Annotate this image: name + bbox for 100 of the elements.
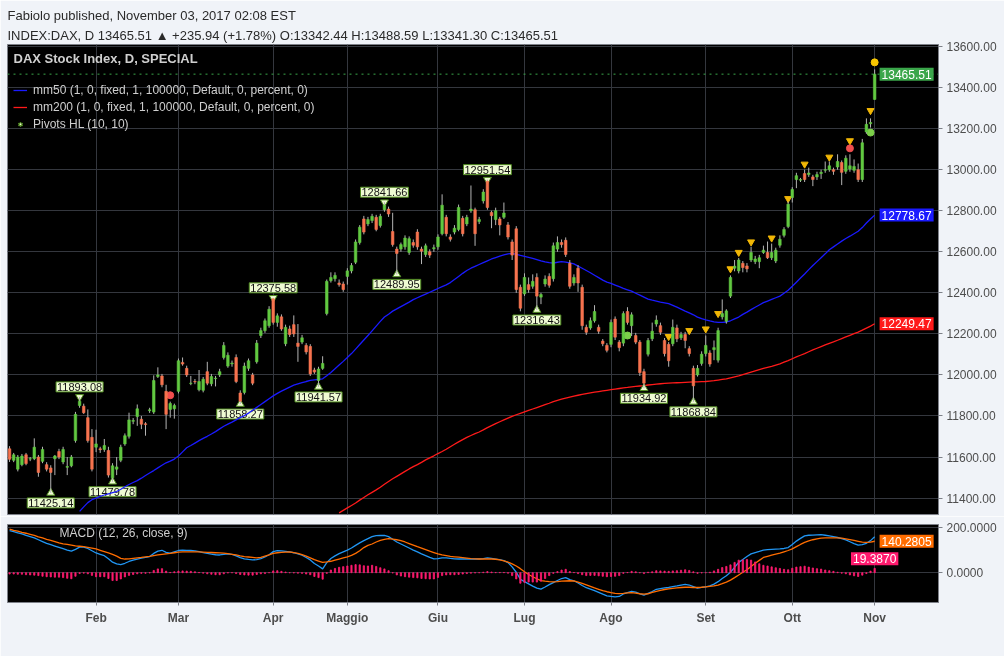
candlestick [819,169,823,180]
point [845,144,854,153]
candlestick [415,228,419,251]
candlestick [811,174,815,187]
x-tick-label: Ott [783,610,801,625]
legend-label: mm200 (1, 0, fixed, 1, 100000, Default, 0, percent, 0) [33,100,315,114]
point [800,161,809,169]
candlestick [630,311,634,337]
y-tick-label: 13200.00 [946,122,997,137]
candlestick [444,214,448,237]
x-tick-label: Lug [513,610,536,625]
point [866,128,875,137]
candlestick [135,403,139,427]
y-tick-label: 12000.00 [946,368,997,383]
candlestick [461,215,465,237]
data-label: 12841.66 [361,186,408,199]
y-tick-label: 0.0000 [946,566,984,581]
candlestick [213,375,218,387]
y-tick-label: 200.0000 [946,521,997,536]
candlestick [840,159,844,186]
candlestick [115,456,119,476]
text: Fabiolo published, November 03, 2017 02:08 EST [7,8,296,23]
candlestick [391,212,395,248]
data-label: 12951.54 [464,163,511,176]
data-label: 12316.43 [513,313,560,326]
data-label: 12489.95 [373,278,420,291]
legend-label: Pivots HL (10, 10) [33,117,129,131]
candlestick [852,158,856,174]
y-tick-label: 13600.00 [946,40,997,55]
candlestick [407,235,411,256]
data-label: 11934.92 [621,392,667,405]
y-tick-label: 11800.00 [946,409,996,424]
y-tick-label: 13000.00 [946,163,997,178]
y-tick-label: 11400.00 [946,491,996,506]
candlestick [662,337,667,357]
candlestick [543,274,547,288]
candlestick [469,185,473,214]
y-tick-label: 12600.00 [946,245,997,260]
x-tick-label: Nov [863,610,887,625]
candlestick [564,236,568,258]
data-label: 140.2805 [881,534,932,549]
x-tick-label: Apr [262,610,284,625]
text: DAX Stock Index, D, SPECIAL [13,50,198,66]
candlestick [502,202,506,220]
candlestick [296,323,300,363]
legend-label: mm50 (1, 0, fixed, 1, 100000, Default, 0, percent, 0) [33,83,308,97]
candlestick [679,331,683,341]
candlestick [65,456,69,476]
data-label: 12778.67 [881,208,932,223]
x-tick-label: Giu [427,610,448,625]
data-label: 11868.84 [670,405,716,418]
candlestick [395,246,399,275]
y-tick-label: 12800.00 [946,204,997,219]
ref-line-label: 13465.51 [881,67,932,82]
candlestick [856,163,860,183]
candlestick [568,259,572,290]
candlestick [283,324,288,347]
candlestick [156,366,160,379]
candlestick [691,365,695,403]
point [734,249,743,257]
y-tick-label: 11600.00 [946,450,996,465]
point [747,239,756,247]
candlestick [728,274,733,299]
candlestick [197,369,201,392]
point [845,138,854,146]
candlestick [362,215,366,235]
point [866,108,875,116]
candlestick [255,339,259,365]
candlestick [844,154,848,175]
data-label: 11425.14 [28,496,74,509]
chart-title: MACD (12, 26, close, 9) [59,525,188,540]
candlestick [745,262,749,273]
point [726,266,735,274]
candlestick [337,279,341,288]
point [767,235,776,243]
candlestick [535,272,539,311]
candlestick [164,384,168,430]
candlestick [609,319,613,348]
candlestick [333,271,337,283]
y-tick-label: 12400.00 [946,286,997,301]
candlestick [720,298,724,321]
data-label: 11893.08 [57,380,103,393]
y-tick-label: 12200.00 [946,327,997,342]
x-tick-label: Set [696,610,716,625]
candlestick [32,437,36,461]
data-label: 11941.57 [295,390,342,403]
candlestick [848,153,852,173]
candlestick [572,273,576,287]
y-tick-label: 13400.00 [946,81,997,96]
data-label: 12375.58 [250,281,297,294]
candlestick [671,319,675,347]
candlestick [94,429,98,453]
point [664,334,673,342]
x-tick-label: Feb [85,610,107,625]
point [870,58,879,67]
candlestick [193,378,197,385]
candlestick [457,204,461,232]
chart-subtitle: INDEX:DAX, D 13465.51 ▲ +235.94 (+1.78%) O:13342.44 H:13488.59 L:13341.30 C:13465.51 [7,28,559,43]
candlestick [522,272,527,297]
candlestick [271,297,275,326]
